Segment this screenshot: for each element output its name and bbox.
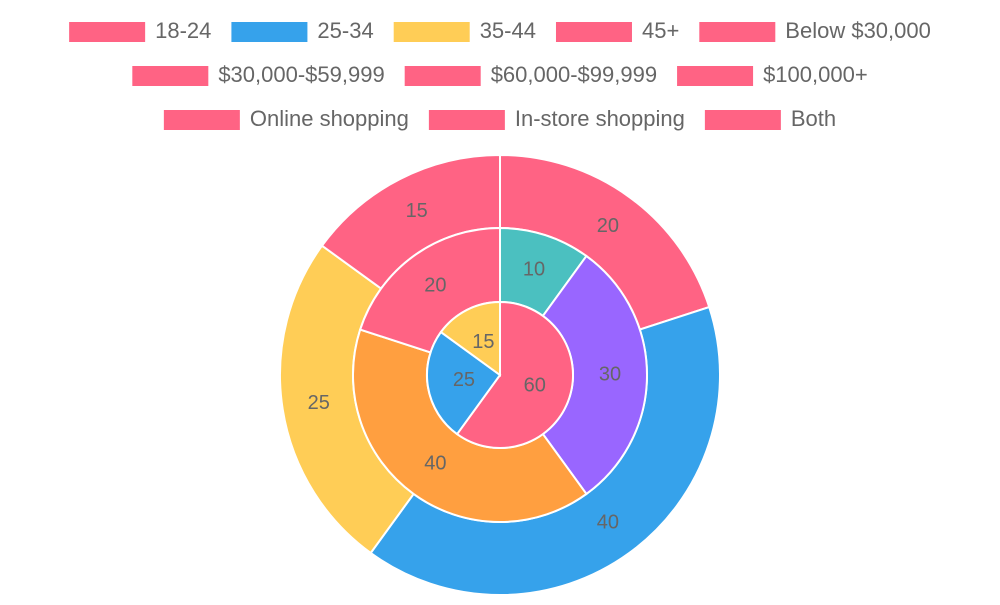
legend-label: 25-34 [317, 18, 373, 43]
legend-swatch [704, 110, 781, 130]
legend-label: 18-24 [155, 18, 211, 43]
legend-swatch [677, 66, 754, 86]
legend-swatch [699, 22, 776, 42]
legend-item: 45+ [555, 18, 679, 43]
legend-item: $30,000-$59,999 [132, 62, 385, 87]
legend-item: Online shopping [163, 106, 409, 131]
legend-item: $100,000+ [677, 62, 868, 87]
data-label: 15 [406, 200, 428, 222]
data-label: 10 [523, 259, 545, 281]
legend-item: $60,000-$99,999 [404, 62, 657, 87]
data-label: 15 [472, 331, 494, 353]
legend-swatch [69, 22, 146, 42]
legend-label: Online shopping [250, 106, 409, 131]
legend-item: 35-44 [393, 18, 536, 43]
legend-item: Below $30,000 [699, 18, 931, 43]
legend-label: $60,000-$99,999 [491, 62, 657, 87]
data-label: 60 [524, 375, 546, 397]
data-label: 20 [424, 274, 446, 296]
legend-swatch [163, 110, 240, 130]
legend-item: Both [704, 106, 836, 131]
data-label: 40 [424, 452, 446, 474]
data-label: 30 [599, 363, 621, 385]
data-label: 25 [453, 369, 475, 391]
legend-item: In-store shopping [428, 106, 685, 131]
legend-item: 25-34 [231, 18, 374, 43]
legend-swatch [428, 110, 505, 130]
legend-label: 45+ [642, 18, 679, 43]
legend-label: Below $30,000 [785, 18, 931, 43]
doughnut-slice [439, 300, 501, 377]
legend-label: $100,000+ [763, 62, 868, 87]
legend-swatch [404, 66, 481, 86]
data-label: 40 [597, 512, 619, 534]
legend-swatch [393, 22, 470, 42]
legend-item: 18-24 [69, 18, 211, 43]
legend-label: $30,000-$59,999 [218, 62, 384, 87]
legend-label: 35-44 [480, 18, 536, 43]
legend-label: Both [791, 106, 836, 131]
data-label: 25 [308, 392, 330, 414]
legend-label: In-store shopping [515, 106, 685, 131]
doughnut-slice [455, 300, 574, 449]
data-label: 20 [597, 215, 619, 237]
legend-swatch [132, 66, 209, 86]
legend-swatch [231, 22, 308, 42]
doughnut-slice [426, 330, 502, 436]
legend-swatch [555, 22, 632, 42]
